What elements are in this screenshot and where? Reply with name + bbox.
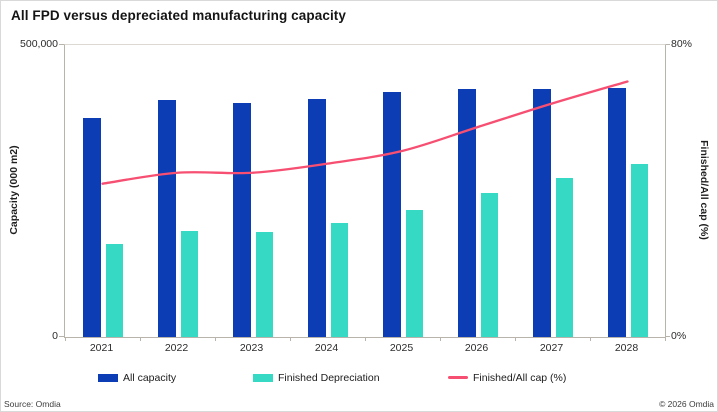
legend-label: Finished Depreciation [278,371,380,384]
finished-depreciation-swatch [253,373,273,382]
bar-all-capacity [308,98,326,337]
x-axis-tickmark [365,337,366,341]
source-note: Source: Omdia [4,399,61,409]
bar-finished-depreciation [331,222,348,337]
legend-item-all-capacity: All capacity [98,370,176,385]
left-axis-top-tickmark [59,44,64,45]
plot-area [64,44,666,341]
bar-all-capacity [158,100,176,337]
right-axis-min-tick-label: 0% [671,330,687,342]
x-axis-tick-label: 2026 [464,342,489,354]
finished-all-cap-line [101,80,629,185]
bar-finished-depreciation [406,209,423,337]
x-axis-tickmark [290,337,291,341]
x-axis-tickmark [65,337,66,341]
legend: All capacity Finished Depreciation Finis… [1,370,717,385]
legend-label: Finished/All cap (%) [473,371,567,384]
x-axis-tick-label: 2022 [164,342,189,354]
left-axis-title: Capacity (000 m2) [8,145,20,235]
x-axis-tickmark [440,337,441,341]
x-axis-tick-label: 2028 [614,342,639,354]
left-axis-min-tick-label: 0 [52,330,58,342]
bar-finished-depreciation [631,164,648,337]
bar-finished-depreciation [556,178,573,337]
x-axis-tickmark [590,337,591,341]
left-axis-max-tick-label: 500,000 [20,38,58,50]
bar-finished-depreciation [256,231,273,337]
x-axis-tick-label: 2024 [314,342,339,354]
finished-all-cap-line-swatch [448,376,468,379]
legend-item-finished-all-cap: Finished/All cap (%) [448,370,566,385]
right-axis-top-tickmark [665,44,670,45]
legend-label: All capacity [123,371,177,384]
bar-finished-depreciation [181,230,198,337]
bar-all-capacity [83,118,101,337]
bar-all-capacity [608,88,626,337]
bar-finished-depreciation [481,192,498,337]
x-axis-tick-label: 2027 [539,342,564,354]
x-axis-tickmark [665,337,666,341]
right-axis-bottom-tickmark [665,336,670,337]
right-axis-max-tick-label: 80% [671,38,693,50]
bar-finished-depreciation [106,244,123,337]
bar-all-capacity [533,89,551,337]
right-axis-title: Finished/All cap (%) [698,140,710,240]
all-capacity-swatch [98,373,118,382]
copyright-note: © 2026 Omdia [659,399,714,409]
bar-all-capacity [458,89,476,337]
bar-all-capacity [233,102,251,337]
x-axis-tickmark [140,337,141,341]
x-axis-tickmark [215,337,216,341]
x-axis-tickmark [515,337,516,341]
left-axis-bottom-tickmark [59,336,64,337]
chart-title: All FPD versus depreciated manufacturing… [11,8,347,23]
x-axis-tick-label: 2021 [89,342,114,354]
x-axis-tick-label: 2023 [239,342,264,354]
legend-item-finished-depreciation: Finished Depreciation [253,370,380,385]
x-axis-tick-label: 2025 [389,342,414,354]
